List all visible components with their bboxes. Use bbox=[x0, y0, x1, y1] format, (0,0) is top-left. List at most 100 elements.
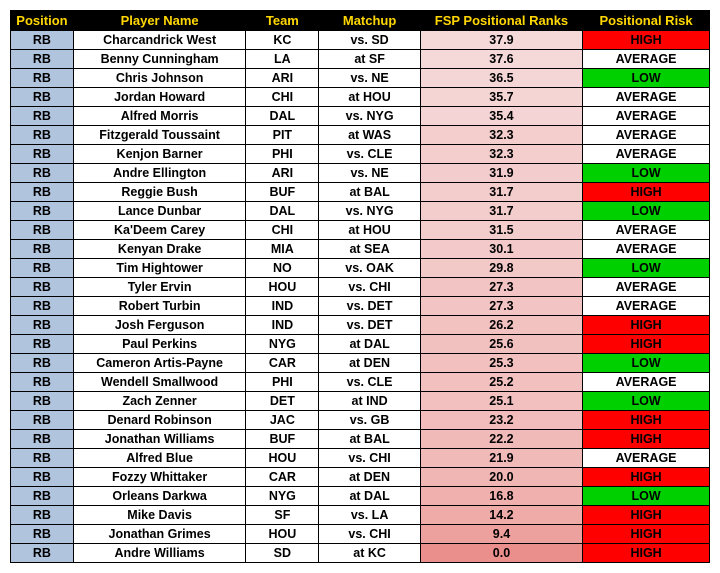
rank-cell: 25.1 bbox=[420, 392, 582, 411]
player-name-cell: Tyler Ervin bbox=[73, 278, 245, 297]
risk-cell: LOW bbox=[583, 69, 710, 88]
rank-cell: 0.0 bbox=[420, 544, 582, 563]
rank-cell: 31.9 bbox=[420, 164, 582, 183]
position-cell: RB bbox=[11, 506, 74, 525]
position-cell: RB bbox=[11, 278, 74, 297]
position-cell: RB bbox=[11, 31, 74, 50]
matchup-cell: at DAL bbox=[319, 487, 420, 506]
player-name-cell: Chris Johnson bbox=[73, 69, 245, 88]
risk-cell: AVERAGE bbox=[583, 240, 710, 259]
team-cell: JAC bbox=[246, 411, 319, 430]
table-row: RBJosh FergusonINDvs. DET26.2HIGH bbox=[11, 316, 710, 335]
team-cell: SF bbox=[246, 506, 319, 525]
rank-cell: 25.6 bbox=[420, 335, 582, 354]
risk-cell: AVERAGE bbox=[583, 278, 710, 297]
player-name-cell: Robert Turbin bbox=[73, 297, 245, 316]
position-cell: RB bbox=[11, 50, 74, 69]
risk-cell: AVERAGE bbox=[583, 373, 710, 392]
matchup-cell: vs. OAK bbox=[319, 259, 420, 278]
position-cell: RB bbox=[11, 449, 74, 468]
matchup-cell: at SF bbox=[319, 50, 420, 69]
player-name-cell: Kenyan Drake bbox=[73, 240, 245, 259]
position-cell: RB bbox=[11, 297, 74, 316]
rank-cell: 26.2 bbox=[420, 316, 582, 335]
player-name-cell: Tim Hightower bbox=[73, 259, 245, 278]
rank-cell: 35.7 bbox=[420, 88, 582, 107]
player-name-cell: Alfred Blue bbox=[73, 449, 245, 468]
team-cell: IND bbox=[246, 297, 319, 316]
header-cell: Matchup bbox=[319, 11, 420, 31]
risk-cell: HIGH bbox=[583, 335, 710, 354]
table-row: RBReggie BushBUFat BAL31.7HIGH bbox=[11, 183, 710, 202]
player-name-cell: Zach Zenner bbox=[73, 392, 245, 411]
table-row: RBBenny CunninghamLAat SF37.6AVERAGE bbox=[11, 50, 710, 69]
rank-cell: 35.4 bbox=[420, 107, 582, 126]
table-row: RBDenard RobinsonJACvs. GB23.2HIGH bbox=[11, 411, 710, 430]
risk-cell: HIGH bbox=[583, 525, 710, 544]
table-row: RBCameron Artis-PayneCARat DEN25.3LOW bbox=[11, 354, 710, 373]
team-cell: CAR bbox=[246, 468, 319, 487]
rank-cell: 16.8 bbox=[420, 487, 582, 506]
rank-cell: 37.9 bbox=[420, 31, 582, 50]
table-row: RBKenjon BarnerPHIvs. CLE32.3AVERAGE bbox=[11, 145, 710, 164]
matchup-cell: vs. LA bbox=[319, 506, 420, 525]
position-cell: RB bbox=[11, 354, 74, 373]
header-cell: Team bbox=[246, 11, 319, 31]
player-name-cell: Charcandrick West bbox=[73, 31, 245, 50]
rank-cell: 25.2 bbox=[420, 373, 582, 392]
table-row: RBJonathan WilliamsBUFat BAL22.2HIGH bbox=[11, 430, 710, 449]
position-cell: RB bbox=[11, 316, 74, 335]
position-cell: RB bbox=[11, 411, 74, 430]
team-cell: PHI bbox=[246, 373, 319, 392]
header-row: PositionPlayer NameTeamMatchupFSP Positi… bbox=[11, 11, 710, 31]
risk-cell: AVERAGE bbox=[583, 297, 710, 316]
table-row: RBJonathan GrimesHOUvs. CHI9.4HIGH bbox=[11, 525, 710, 544]
risk-cell: AVERAGE bbox=[583, 449, 710, 468]
risk-cell: LOW bbox=[583, 259, 710, 278]
rank-cell: 30.1 bbox=[420, 240, 582, 259]
risk-cell: AVERAGE bbox=[583, 88, 710, 107]
matchup-cell: vs. SD bbox=[319, 31, 420, 50]
risk-cell: AVERAGE bbox=[583, 221, 710, 240]
player-name-cell: Ka'Deem Carey bbox=[73, 221, 245, 240]
risk-cell: LOW bbox=[583, 164, 710, 183]
risk-cell: HIGH bbox=[583, 506, 710, 525]
player-name-cell: Denard Robinson bbox=[73, 411, 245, 430]
table-row: RBOrleans DarkwaNYGat DAL16.8LOW bbox=[11, 487, 710, 506]
rank-cell: 27.3 bbox=[420, 278, 582, 297]
team-cell: HOU bbox=[246, 278, 319, 297]
player-name-cell: Alfred Morris bbox=[73, 107, 245, 126]
table-row: RBLance DunbarDALvs. NYG31.7LOW bbox=[11, 202, 710, 221]
position-cell: RB bbox=[11, 107, 74, 126]
player-name-cell: Andre Williams bbox=[73, 544, 245, 563]
matchup-cell: at DAL bbox=[319, 335, 420, 354]
position-cell: RB bbox=[11, 69, 74, 88]
matchup-cell: at HOU bbox=[319, 221, 420, 240]
matchup-cell: vs. DET bbox=[319, 316, 420, 335]
team-cell: BUF bbox=[246, 430, 319, 449]
team-cell: SD bbox=[246, 544, 319, 563]
team-cell: PIT bbox=[246, 126, 319, 145]
rank-cell: 32.3 bbox=[420, 145, 582, 164]
position-cell: RB bbox=[11, 145, 74, 164]
matchup-cell: at HOU bbox=[319, 88, 420, 107]
risk-cell: AVERAGE bbox=[583, 50, 710, 69]
player-name-cell: Kenjon Barner bbox=[73, 145, 245, 164]
matchup-cell: vs. GB bbox=[319, 411, 420, 430]
matchup-cell: vs. CLE bbox=[319, 145, 420, 164]
matchup-cell: at DEN bbox=[319, 468, 420, 487]
team-cell: CAR bbox=[246, 354, 319, 373]
team-cell: DET bbox=[246, 392, 319, 411]
player-name-cell: Reggie Bush bbox=[73, 183, 245, 202]
position-cell: RB bbox=[11, 392, 74, 411]
position-cell: RB bbox=[11, 259, 74, 278]
position-cell: RB bbox=[11, 164, 74, 183]
rank-cell: 25.3 bbox=[420, 354, 582, 373]
rank-cell: 32.3 bbox=[420, 126, 582, 145]
risk-cell: LOW bbox=[583, 487, 710, 506]
table-row: RBZach ZennerDETat IND25.1LOW bbox=[11, 392, 710, 411]
rank-cell: 9.4 bbox=[420, 525, 582, 544]
position-cell: RB bbox=[11, 373, 74, 392]
table-row: RBTyler ErvinHOUvs. CHI27.3AVERAGE bbox=[11, 278, 710, 297]
rank-cell: 22.2 bbox=[420, 430, 582, 449]
